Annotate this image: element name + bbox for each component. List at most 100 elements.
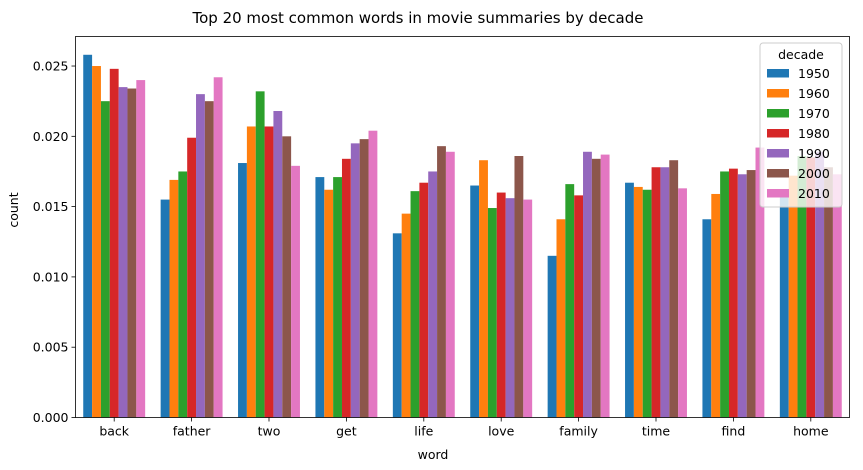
bar-father-2000 [204, 101, 214, 418]
bar-two-1990 [273, 111, 283, 418]
bar-back-1970 [100, 101, 110, 418]
legend-swatch-1950 [767, 69, 789, 78]
y-tick-label: 0.015 [33, 199, 69, 214]
bar-father-2010 [213, 77, 223, 418]
legend-label-1970: 1970 [798, 106, 830, 121]
bar-father-1990 [196, 94, 205, 418]
bar-father-1980 [187, 137, 197, 418]
bar-find-1960 [711, 193, 721, 418]
bar-love-2000 [514, 156, 524, 418]
bar-find-2000 [746, 170, 756, 418]
bars-layer [83, 54, 842, 418]
x-tick-label-two: two [258, 424, 281, 439]
y-axis-label: count [6, 192, 21, 227]
bar-home-1950 [779, 195, 789, 418]
y-tick-label: 0.000 [33, 410, 69, 425]
bar-love-2010 [523, 199, 533, 418]
bar-find-1990 [737, 174, 747, 418]
bar-find-1980 [728, 168, 738, 418]
legend-swatch-1990 [767, 149, 789, 158]
bar-back-1980 [109, 68, 119, 418]
legend-label-1980: 1980 [798, 126, 830, 141]
legend-label-2000: 2000 [798, 166, 830, 181]
x-axis-label: word [418, 447, 449, 462]
legend-box [759, 42, 843, 208]
bar-home-2010 [832, 174, 842, 418]
bar-two-1960 [246, 126, 256, 418]
bar-back-1950 [83, 54, 93, 418]
bar-get-1990 [350, 143, 360, 418]
y-tick-label: 0.020 [33, 129, 69, 144]
bar-home-1990 [815, 151, 825, 418]
bar-two-2000 [282, 136, 292, 418]
bar-get-1980 [341, 158, 351, 418]
legend-title: decade [778, 47, 824, 62]
legend-swatch-2010 [767, 189, 789, 198]
bar-get-1970 [333, 177, 342, 418]
bar-home-1980 [806, 157, 816, 418]
plot-frame [75, 36, 850, 418]
bar-back-2000 [127, 88, 137, 418]
legend-label-1960: 1960 [798, 86, 830, 101]
legend-label-1950: 1950 [798, 66, 830, 81]
bar-time-2000 [669, 160, 679, 418]
bar-family-1980 [574, 195, 584, 418]
legend: decade 1950 1960 1970 1980 1990 2000 2010 [759, 42, 843, 208]
bar-find-2010 [755, 147, 765, 418]
bar-father-1950 [160, 199, 170, 418]
bar-two-1950 [238, 163, 247, 418]
bar-life-1960 [401, 213, 411, 418]
bar-get-1960 [324, 189, 334, 418]
x-tick-label-love: love [488, 424, 515, 439]
legend-label-1990: 1990 [798, 146, 830, 161]
bar-home-1970 [797, 156, 807, 418]
bar-time-2010 [678, 188, 687, 418]
bar-family-1970 [565, 184, 575, 418]
y-ticks-layer: 0.000 0.005 0.010 0.015 0.020 0.025 [33, 59, 76, 425]
bar-family-1960 [556, 219, 566, 418]
x-tick-label-family: family [559, 424, 598, 439]
bar-love-1970 [487, 208, 497, 418]
bar-home-2000 [824, 167, 833, 418]
bar-time-1970 [642, 189, 652, 418]
bar-time-1960 [633, 186, 643, 418]
bar-two-1970 [255, 91, 265, 418]
bar-father-1970 [178, 171, 188, 418]
bar-family-2000 [591, 158, 601, 418]
bar-love-1980 [496, 192, 506, 418]
bar-father-1960 [169, 179, 179, 418]
bar-get-2010 [368, 130, 378, 418]
y-tick-label: 0.005 [33, 340, 69, 355]
legend-swatch-1980 [767, 129, 789, 138]
bar-life-2000 [437, 146, 446, 418]
chart-title: Top 20 most common words in movie summar… [191, 9, 643, 27]
legend-swatch-1970 [767, 109, 789, 118]
bar-life-1980 [419, 182, 429, 418]
x-tick-label-find: find [722, 424, 746, 439]
bar-life-1950 [392, 233, 402, 418]
x-tick-label-father: father [173, 424, 212, 439]
x-tick-label-back: back [99, 424, 129, 439]
x-tick-label-home: home [793, 424, 829, 439]
x-tick-label-get: get [336, 424, 357, 439]
x-tick-label-life: life [414, 424, 433, 439]
bar-time-1950 [625, 182, 634, 418]
bar-back-2010 [136, 80, 146, 418]
bar-time-1990 [660, 167, 670, 418]
bar-two-2010 [291, 165, 300, 418]
bar-life-1990 [428, 171, 438, 418]
bar-love-1990 [505, 198, 515, 418]
bar-back-1990 [118, 87, 128, 418]
bar-life-2010 [445, 151, 455, 418]
bar-back-1960 [92, 66, 101, 418]
legend-swatch-1960 [767, 89, 789, 98]
x-tick-label-time: time [642, 424, 671, 439]
legend-swatch-2000 [767, 169, 789, 178]
bar-get-2000 [359, 139, 369, 418]
legend-label-2010: 2010 [798, 186, 830, 201]
bar-love-1960 [479, 160, 488, 418]
bar-family-2010 [600, 154, 610, 418]
x-ticks-layer: back father two get life love family time find ho… [99, 417, 829, 439]
